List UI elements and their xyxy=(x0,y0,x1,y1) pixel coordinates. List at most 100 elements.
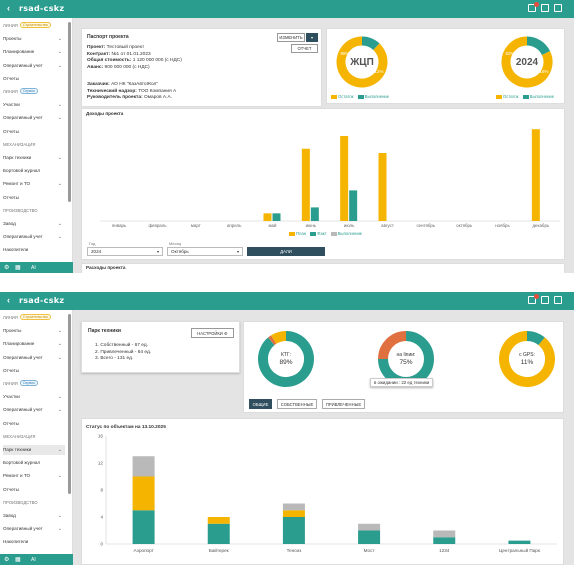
tab-own[interactable]: СОБСТВЕННЫЕ xyxy=(277,399,317,409)
bar-teal[interactable] xyxy=(132,510,155,544)
settings-icon[interactable]: ⚙ xyxy=(4,265,10,271)
bar-Факт[interactable] xyxy=(310,207,319,221)
bar-gray[interactable] xyxy=(282,503,305,511)
sidebar-scrollbar[interactable] xyxy=(68,22,71,202)
bar-План[interactable] xyxy=(340,136,349,221)
tab-general[interactable]: ОБЩИЕ xyxy=(249,399,272,409)
sidebar-item[interactable]: Ремонт и ТО ⌄ xyxy=(3,471,65,481)
sidebar-item[interactable]: Проекты ⌄ xyxy=(3,34,65,44)
messages-icon[interactable] xyxy=(541,296,549,304)
sidebar-item[interactable]: Оперативный учет ⌄ xyxy=(3,353,65,363)
messages-icon[interactable] xyxy=(541,4,549,12)
bar-Факт[interactable] xyxy=(272,213,281,221)
sidebar-item[interactable]: Завод ⌄ xyxy=(3,511,65,521)
done-percent: 18% xyxy=(539,69,548,74)
donut-repair-segment[interactable] xyxy=(268,335,277,346)
income-card: Доходы проекта январь февраль март апрель ма… xyxy=(81,108,565,260)
month-select[interactable]: Октябрь ▾ xyxy=(167,247,243,256)
donut-remain-segment[interactable] xyxy=(501,36,553,88)
back-arrow-icon[interactable]: ‹ xyxy=(7,3,10,13)
x-tick-label: Аэропорт xyxy=(133,548,154,553)
tab-attracted[interactable]: ПРИВЛЕЧЕННЫЕ xyxy=(322,399,365,409)
donut-value-segment[interactable] xyxy=(378,331,434,387)
profile-icon[interactable] xyxy=(554,296,562,304)
sidebar-item[interactable]: Проекты ⌄ xyxy=(3,326,65,336)
donut-rest-segment[interactable] xyxy=(378,331,407,360)
apply-button[interactable]: ДАЛИ xyxy=(247,247,325,256)
sidebar-item-label: Накопители xyxy=(3,539,29,545)
sidebar-item[interactable]: Накопители xyxy=(3,537,65,547)
bar-yellow[interactable] xyxy=(207,517,230,524)
donut-remain-segment[interactable] xyxy=(336,36,388,88)
notification-badge xyxy=(534,294,539,299)
edit-button[interactable]: ИЗМЕНИТЬ xyxy=(277,33,305,42)
sidebar-item[interactable]: Отчеты xyxy=(3,193,65,203)
notifications-icon[interactable] xyxy=(528,296,536,304)
sidebar-item[interactable]: Планирование ⌄ xyxy=(3,47,65,57)
bar-teal[interactable] xyxy=(282,517,305,544)
donut-done-segment[interactable] xyxy=(526,36,551,56)
bar-gray[interactable] xyxy=(132,456,155,477)
sidebar-item[interactable]: Участки ⌄ xyxy=(3,392,65,402)
ai-button[interactable]: AI xyxy=(31,557,36,563)
bar-yellow[interactable] xyxy=(282,510,305,517)
sidebar-item-label: МЕХАНИЗАЦИЯ xyxy=(3,141,36,147)
ai-button[interactable]: AI xyxy=(31,265,36,271)
bar-teal[interactable] xyxy=(508,540,531,544)
sidebar-item[interactable]: Планирование ⌄ xyxy=(3,339,65,349)
sidebar-item[interactable]: Отчеты xyxy=(3,366,65,376)
profile-icon[interactable] xyxy=(554,4,562,12)
grid-icon[interactable]: ▦ xyxy=(15,265,21,271)
bar-yellow[interactable] xyxy=(132,476,155,511)
notifications-icon[interactable] xyxy=(528,4,536,12)
sidebar-item[interactable]: Парк техники ⌄ xyxy=(3,153,65,163)
sidebar-item[interactable]: Парк техники ⌄ xyxy=(3,445,65,455)
bar-gray[interactable] xyxy=(358,523,381,531)
chevron-down-icon: ⌄ xyxy=(57,447,62,453)
sidebar-item[interactable]: Оперативный учет ⌄ xyxy=(3,61,65,71)
donut-done-segment[interactable] xyxy=(361,36,380,51)
month-value: Октябрь xyxy=(171,249,189,254)
repair-tooltip: в ожидании : 22 ед техники xyxy=(370,378,434,387)
back-arrow-icon[interactable]: ‹ xyxy=(7,295,10,305)
bar-teal[interactable] xyxy=(358,530,381,545)
bar-План[interactable] xyxy=(301,148,310,221)
sidebar-item[interactable]: Бортовой журнал xyxy=(3,458,65,468)
info-key: Заказчик: xyxy=(87,82,110,87)
report-button[interactable]: ОТЧЕТ xyxy=(291,44,318,53)
sidebar-item[interactable]: Накопители xyxy=(3,245,65,255)
sidebar-item-label: Бортовой журнал xyxy=(3,168,41,174)
settings-button[interactable]: НАСТРОЙКИ ⚙ xyxy=(191,328,234,338)
sidebar-item[interactable]: Ремонт и ТО ⌄ xyxy=(3,179,65,189)
donut-rest-segment[interactable] xyxy=(270,331,287,344)
settings-icon[interactable]: ⚙ xyxy=(4,557,10,563)
sidebar-scrollbar[interactable] xyxy=(68,314,71,494)
bar-План[interactable] xyxy=(531,129,540,221)
bar-План[interactable] xyxy=(378,153,387,221)
donut-rest-segment[interactable] xyxy=(499,331,555,387)
sidebar-item[interactable]: Отчеты xyxy=(3,74,65,84)
edit-dropdown-button[interactable]: ▾ xyxy=(306,33,318,42)
sidebar-item[interactable]: Отчеты xyxy=(3,419,65,429)
notification-badge xyxy=(534,2,539,7)
chevron-down-icon: ⌄ xyxy=(57,513,62,519)
bar-Факт[interactable] xyxy=(349,190,358,221)
grid-icon[interactable]: ▦ xyxy=(15,557,21,563)
bar-teal[interactable] xyxy=(207,523,230,544)
sidebar-item[interactable]: Оперативный учет ⌄ xyxy=(3,232,65,242)
sidebar-item[interactable]: Завод ⌄ xyxy=(3,219,65,229)
donut-value-segment[interactable] xyxy=(526,331,545,346)
donut-value-segment[interactable] xyxy=(258,331,314,387)
bar-teal[interactable] xyxy=(433,537,456,544)
sidebar-item[interactable]: Участки ⌄ xyxy=(3,100,65,110)
sidebar-item[interactable]: Отчеты xyxy=(3,485,65,495)
sidebar-item[interactable]: Оперативный учет ⌄ xyxy=(3,113,65,123)
x-tick-label: октябрь xyxy=(456,223,473,228)
bar-gray[interactable] xyxy=(433,530,456,538)
sidebar-item[interactable]: Оперативный учет ⌄ xyxy=(3,405,65,415)
sidebar-item[interactable]: Оперативный учет ⌄ xyxy=(3,524,65,534)
year-select[interactable]: 2024 ▾ xyxy=(87,247,163,256)
sidebar-item[interactable]: Бортовой журнал xyxy=(3,166,65,176)
sidebar-item[interactable]: Отчеты xyxy=(3,127,65,137)
bar-План[interactable] xyxy=(263,213,272,221)
